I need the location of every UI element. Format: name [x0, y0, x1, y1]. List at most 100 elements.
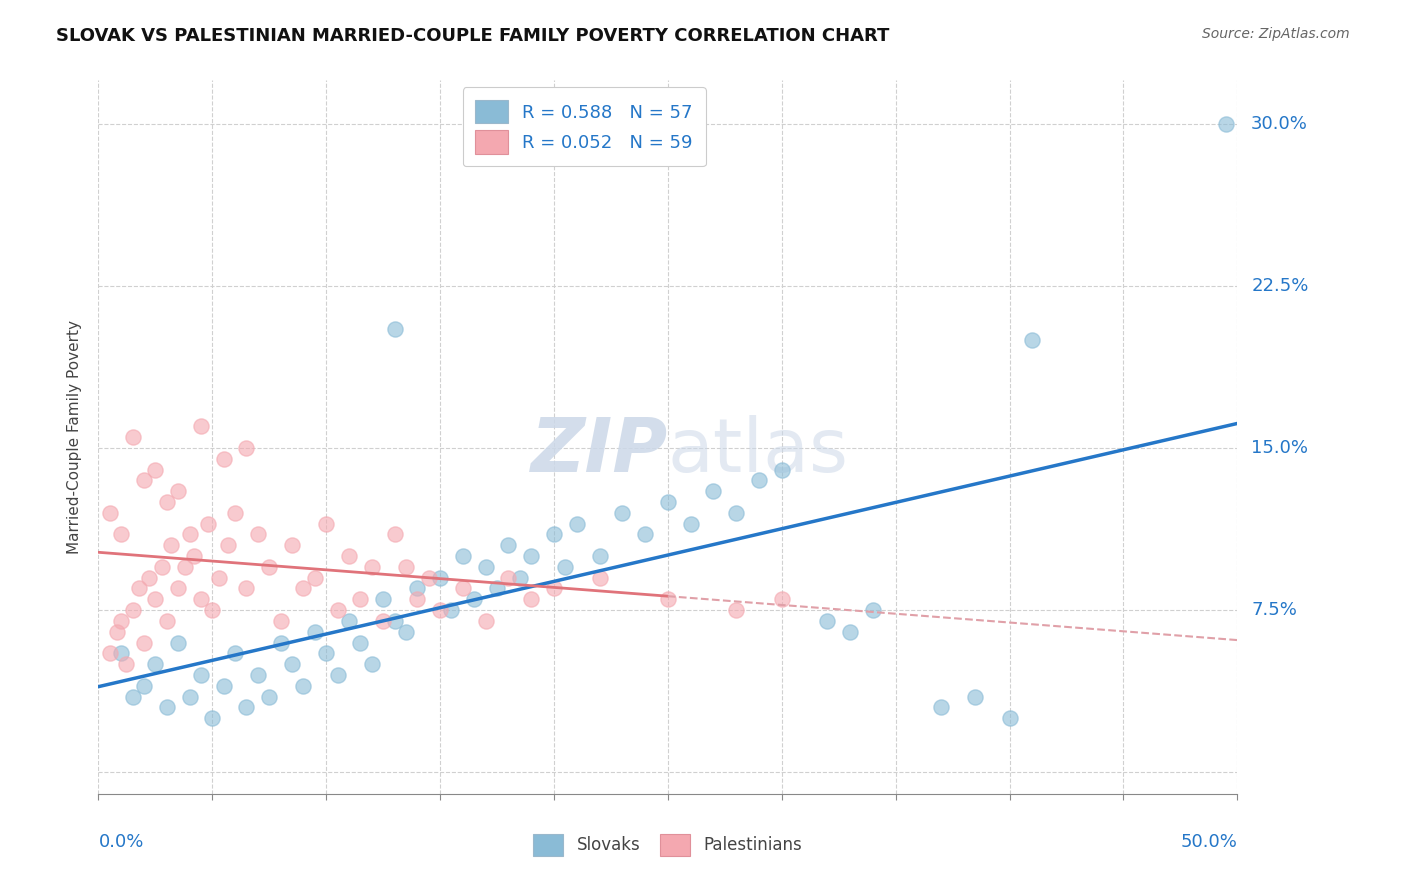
- Text: 30.0%: 30.0%: [1251, 114, 1308, 133]
- Point: [138, 571, 160, 585]
- Point: [167, 484, 190, 499]
- Point: [406, 592, 429, 607]
- Point: [770, 462, 793, 476]
- Point: [543, 527, 565, 541]
- Point: [1215, 116, 1237, 130]
- Point: [406, 582, 429, 596]
- Point: [634, 527, 657, 541]
- Point: [167, 582, 190, 596]
- Point: [246, 527, 269, 541]
- Point: [486, 582, 509, 596]
- Point: [349, 635, 371, 649]
- Point: [132, 473, 155, 487]
- Point: [174, 559, 197, 574]
- Point: [145, 657, 167, 672]
- Point: [208, 571, 231, 585]
- Point: [315, 516, 337, 531]
- Text: atlas: atlas: [668, 415, 849, 488]
- Point: [197, 516, 219, 531]
- Text: 50.0%: 50.0%: [1181, 833, 1237, 851]
- Point: [292, 679, 315, 693]
- Point: [418, 571, 440, 585]
- Point: [150, 559, 173, 574]
- Point: [190, 668, 212, 682]
- Y-axis label: Married-Couple Family Poverty: Married-Couple Family Poverty: [67, 320, 83, 554]
- Point: [440, 603, 463, 617]
- Point: [612, 506, 634, 520]
- Point: [160, 538, 183, 552]
- Point: [474, 614, 496, 628]
- Point: [815, 614, 838, 628]
- Point: [360, 657, 382, 672]
- Point: [725, 506, 748, 520]
- Point: [326, 603, 349, 617]
- Point: [657, 592, 679, 607]
- Point: [110, 614, 132, 628]
- Point: [98, 646, 121, 660]
- Point: [128, 582, 150, 596]
- Point: [190, 592, 212, 607]
- Point: [429, 603, 451, 617]
- Point: [110, 527, 132, 541]
- Text: 0.0%: 0.0%: [98, 833, 143, 851]
- Point: [212, 679, 235, 693]
- Point: [463, 592, 485, 607]
- Point: [965, 690, 987, 704]
- Legend: Slovaks, Palestinians: Slovaks, Palestinians: [524, 826, 811, 864]
- Point: [132, 679, 155, 693]
- Point: [224, 506, 246, 520]
- Point: [183, 549, 205, 563]
- Point: [201, 603, 224, 617]
- Point: [395, 559, 418, 574]
- Point: [509, 571, 531, 585]
- Point: [156, 614, 179, 628]
- Point: [565, 516, 588, 531]
- Point: [429, 571, 451, 585]
- Point: [384, 527, 406, 541]
- Point: [929, 700, 952, 714]
- Point: [702, 484, 724, 499]
- Point: [235, 441, 257, 455]
- Point: [304, 571, 326, 585]
- Point: [998, 711, 1021, 725]
- Point: [156, 495, 179, 509]
- Point: [246, 668, 269, 682]
- Point: [554, 559, 576, 574]
- Point: [217, 538, 239, 552]
- Text: ZIP: ZIP: [530, 415, 668, 488]
- Point: [839, 624, 862, 639]
- Point: [132, 635, 155, 649]
- Point: [259, 690, 281, 704]
- Point: [384, 322, 406, 336]
- Point: [121, 603, 143, 617]
- Point: [498, 538, 520, 552]
- Point: [326, 668, 349, 682]
- Point: [474, 559, 496, 574]
- Point: [167, 635, 190, 649]
- Point: [212, 451, 235, 466]
- Point: [114, 657, 136, 672]
- Point: [270, 614, 292, 628]
- Point: [725, 603, 748, 617]
- Point: [770, 592, 793, 607]
- Point: [201, 711, 224, 725]
- Point: [520, 549, 543, 563]
- Point: [862, 603, 884, 617]
- Point: [190, 419, 212, 434]
- Point: [520, 592, 543, 607]
- Point: [98, 506, 121, 520]
- Point: [292, 582, 315, 596]
- Point: [179, 690, 201, 704]
- Point: [395, 624, 418, 639]
- Point: [259, 559, 281, 574]
- Point: [121, 690, 143, 704]
- Point: [110, 646, 132, 660]
- Point: [657, 495, 679, 509]
- Point: [105, 624, 128, 639]
- Point: [121, 430, 143, 444]
- Point: [371, 614, 394, 628]
- Point: [451, 582, 474, 596]
- Point: [451, 549, 474, 563]
- Text: SLOVAK VS PALESTINIAN MARRIED-COUPLE FAMILY POVERTY CORRELATION CHART: SLOVAK VS PALESTINIAN MARRIED-COUPLE FAM…: [56, 27, 890, 45]
- Point: [371, 592, 394, 607]
